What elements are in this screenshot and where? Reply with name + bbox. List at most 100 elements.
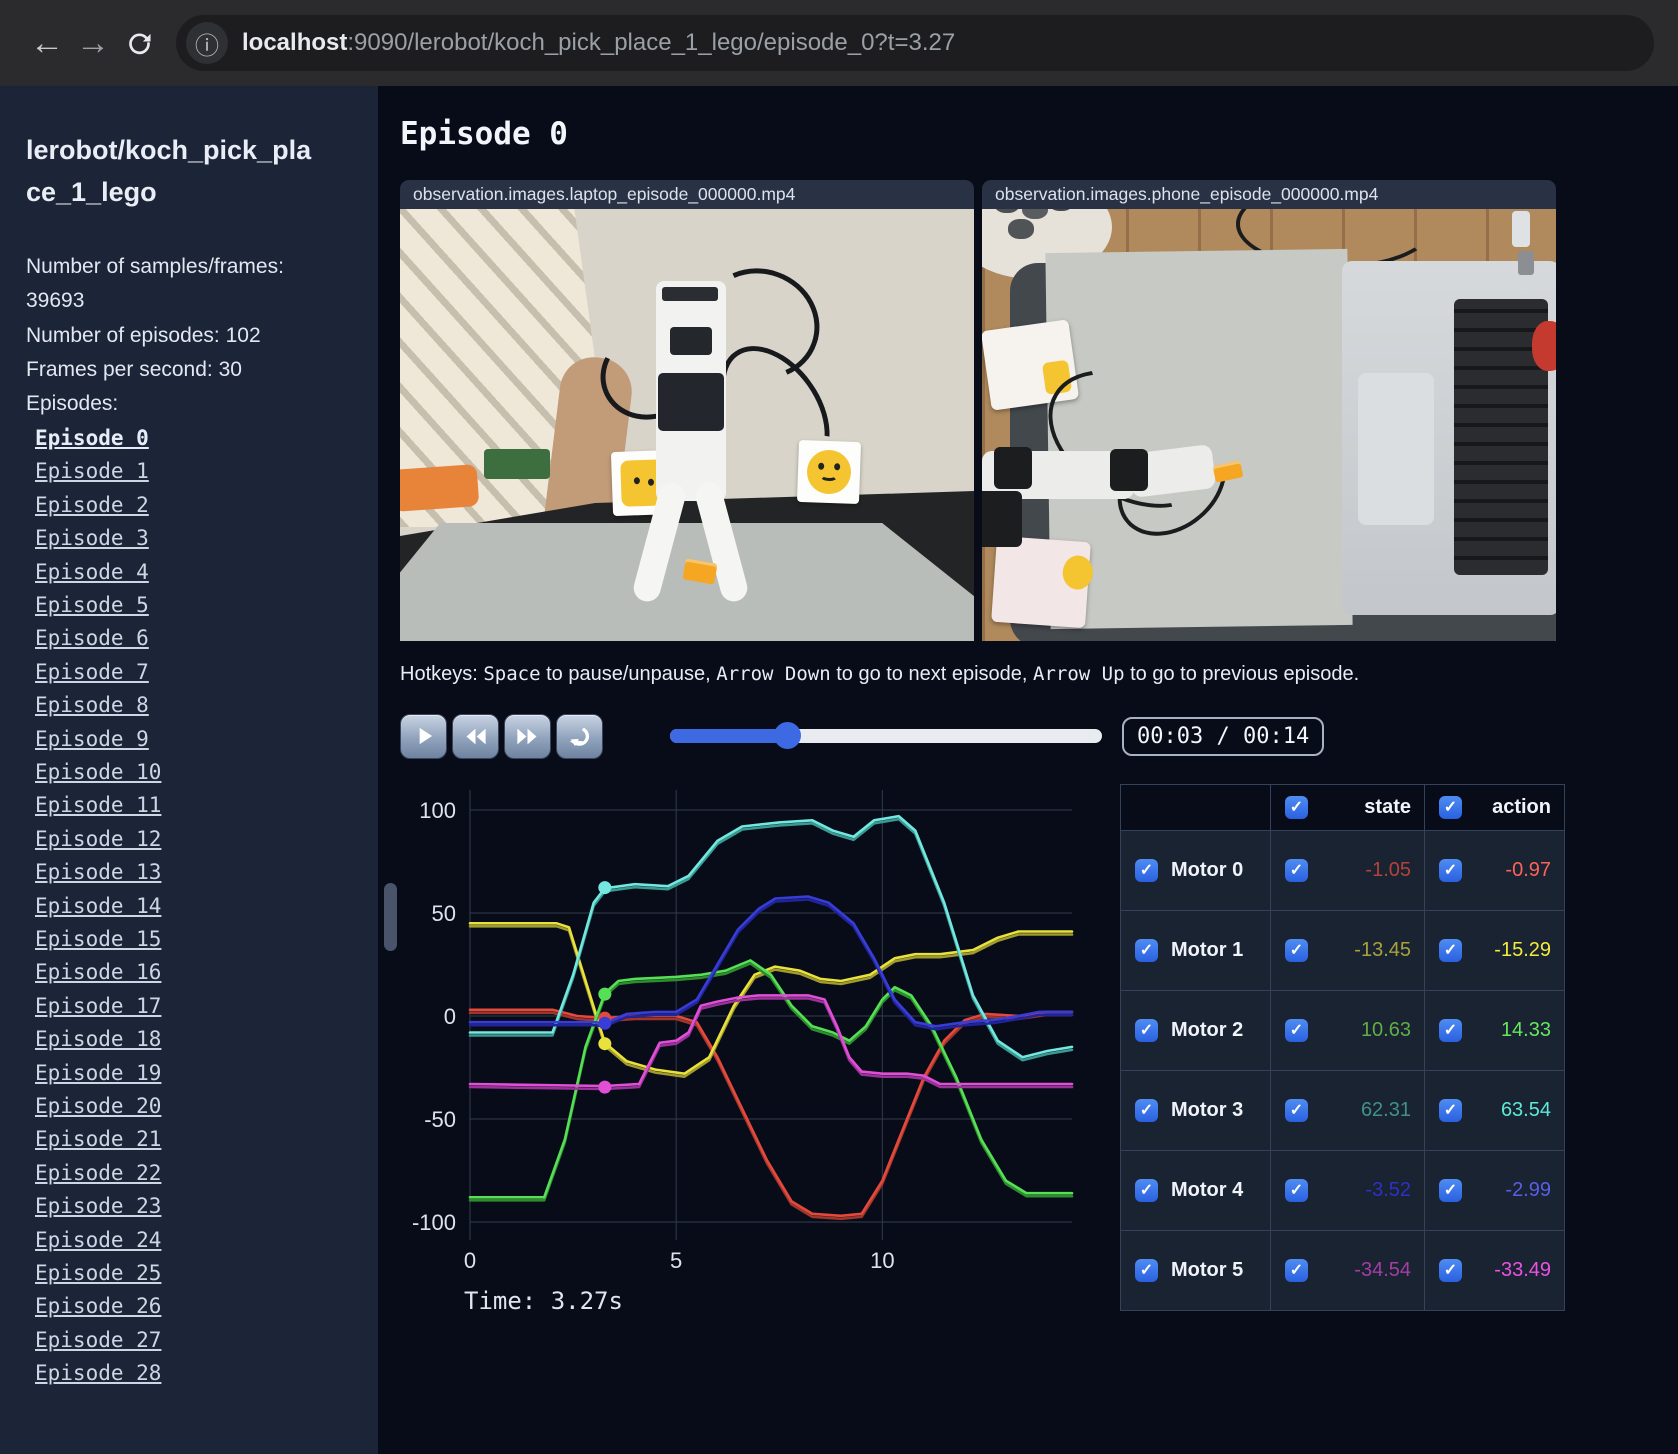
rewind-button[interactable]	[452, 713, 499, 759]
seek-slider[interactable]	[670, 722, 1102, 749]
back-button[interactable]: ←	[24, 20, 70, 66]
sidebar-episode-link[interactable]: Episode 12	[35, 826, 162, 851]
action-checkbox[interactable]	[1439, 1099, 1462, 1122]
sidebar-episode-link[interactable]: Episode 21	[35, 1127, 162, 1152]
laptop	[1342, 261, 1556, 615]
sidebar-episode-link[interactable]: Episode 17	[35, 993, 162, 1018]
sidebar-episode-link[interactable]: Episode 19	[35, 1060, 162, 1085]
sidebar-episode-link[interactable]: Episode 13	[35, 860, 162, 885]
chart-y-tick-label: -100	[412, 1210, 456, 1235]
chart-and-table: 0 5 10 100 50 0 -50 -100 Time: 3.27s state acti…	[400, 776, 1678, 1315]
sidebar-episode-link[interactable]: Episode 6	[35, 626, 149, 651]
slider-thumb[interactable]	[773, 722, 801, 749]
sidebar-episode-link[interactable]: Episode 4	[35, 559, 149, 584]
loop-button[interactable]	[556, 713, 603, 759]
samples-count: Number of samples/frames: 39693	[26, 254, 284, 313]
chart-current-time-marker	[598, 1016, 612, 1030]
motor-label-cell: Motor 1	[1120, 910, 1271, 991]
sidebar-episode-link[interactable]: Episode 14	[35, 893, 162, 918]
state-checkbox[interactable]	[1285, 1179, 1308, 1202]
fast-forward-button[interactable]	[504, 713, 551, 759]
sidebar-episode-link[interactable]: Episode 28	[35, 1361, 162, 1386]
browser-toolbar: ← → ⓘ localhost:9090/lerobot/koch_pick_p…	[0, 0, 1678, 86]
action-value: 14.33	[1500, 1019, 1551, 1041]
video-frame-laptop[interactable]	[400, 209, 974, 641]
state-value: -13.45	[1354, 939, 1411, 961]
hotkey-key: Arrow Up	[1033, 663, 1125, 685]
motor-checkbox[interactable]	[1135, 1179, 1158, 1202]
chart-y-tick-label: -50	[424, 1107, 456, 1132]
sidebar-episode-link[interactable]: Episode 1	[35, 459, 149, 484]
chart-line-action	[468, 922, 1074, 1076]
motor-row: Motor 3 62.31 63.54	[1120, 1070, 1565, 1151]
motor-checkbox[interactable]	[1135, 939, 1158, 962]
action-value: -2.99	[1505, 1179, 1551, 1201]
state-checkbox[interactable]	[1285, 1259, 1308, 1282]
chart-y-tick-label: 50	[432, 901, 456, 926]
sidebar-episode-link[interactable]: Episode 10	[35, 759, 162, 784]
state-checkbox[interactable]	[1285, 1099, 1308, 1122]
action-checkbox[interactable]	[1439, 1259, 1462, 1282]
time-display: 00:03 / 00:14	[1122, 716, 1325, 756]
motor-label-cell: Motor 5	[1120, 1230, 1271, 1311]
hotkey-text: Hotkeys:	[400, 663, 484, 685]
hotkey-text: to go to previous episode.	[1124, 663, 1360, 685]
chart-x-tick-label: 5	[670, 1248, 682, 1273]
state-column-checkbox[interactable]	[1285, 796, 1308, 819]
chart-wrap: 0 5 10 100 50 0 -50 -100 Time: 3.27s	[400, 776, 1100, 1315]
play-button[interactable]	[400, 713, 447, 759]
action-checkbox[interactable]	[1439, 939, 1462, 962]
chart-current-time-marker	[598, 1080, 612, 1094]
sidebar-episode-link[interactable]: Episode 24	[35, 1227, 162, 1252]
state-checkbox[interactable]	[1285, 859, 1308, 882]
sidebar-episode-link[interactable]: Episode 23	[35, 1194, 162, 1219]
sidebar-episode-link[interactable]: Episode 11	[35, 793, 162, 818]
sidebar-episode-link[interactable]: Episode 7	[35, 659, 149, 684]
motor-checkbox[interactable]	[1135, 859, 1158, 882]
forward-button[interactable]: →	[70, 20, 116, 66]
sidebar-episode-link[interactable]: Episode 3	[35, 526, 149, 551]
motor-row: Motor 0 -1.05 -0.97	[1120, 830, 1565, 911]
sidebar-episode-link[interactable]: Episode 15	[35, 926, 162, 951]
sidebar-episode-link[interactable]: Episode 27	[35, 1327, 162, 1352]
scrollbar-thumb[interactable]	[384, 883, 397, 951]
motor-action-cell: -33.49	[1424, 1230, 1565, 1311]
sidebar-episode-link[interactable]: Episode 26	[35, 1294, 162, 1319]
motor-checkbox[interactable]	[1135, 1259, 1158, 1282]
motor-state-cell: -13.45	[1270, 910, 1425, 991]
site-info-icon[interactable]: ⓘ	[186, 22, 228, 64]
red-object	[1532, 321, 1556, 371]
video-frame-phone[interactable]	[982, 209, 1556, 641]
chart-y-tick-label: 0	[444, 1004, 456, 1029]
sidebar-episode-link[interactable]: Episode 5	[35, 592, 149, 617]
motor-checkbox[interactable]	[1135, 1099, 1158, 1122]
state-checkbox[interactable]	[1285, 939, 1308, 962]
sidebar-episode-link[interactable]: Episode 16	[35, 960, 162, 985]
sidebar-episode-link[interactable]: Episode 18	[35, 1027, 162, 1052]
sidebar-episode-link[interactable]: Episode 20	[35, 1094, 162, 1118]
action-checkbox[interactable]	[1439, 859, 1462, 882]
sidebar-episode-link[interactable]: Episode 2	[35, 492, 149, 517]
reload-icon	[128, 32, 151, 54]
chart-line-action	[468, 814, 1074, 1059]
reload-button[interactable]	[116, 20, 162, 66]
action-checkbox[interactable]	[1439, 1019, 1462, 1042]
sidebar: lerobot/koch_pick_place_1_lego Number of…	[0, 86, 378, 1454]
sidebar-episode-link[interactable]: Episode 0	[35, 425, 149, 450]
motor-action-cell: -15.29	[1424, 910, 1565, 991]
sidebar-episode-link[interactable]: Episode 9	[35, 726, 149, 751]
motor-checkbox[interactable]	[1135, 1019, 1158, 1042]
state-checkbox[interactable]	[1285, 1019, 1308, 1042]
motor-row: Motor 1 -13.45 -15.29	[1120, 910, 1565, 991]
sidebar-episode-link[interactable]: Episode 25	[35, 1261, 162, 1286]
player-controls: 00:03 / 00:14	[400, 712, 1678, 760]
action-checkbox[interactable]	[1439, 1179, 1462, 1202]
motor-label-cell: Motor 3	[1120, 1070, 1271, 1151]
motor-state-cell: 10.63	[1270, 990, 1425, 1071]
sidebar-episode-link[interactable]: Episode 22	[35, 1160, 162, 1185]
sidebar-episode-link[interactable]: Episode 8	[35, 693, 149, 718]
motor-action-cell: -0.97	[1424, 830, 1565, 911]
address-bar[interactable]: ⓘ localhost:9090/lerobot/koch_pick_place…	[176, 15, 1654, 71]
action-column-checkbox[interactable]	[1439, 796, 1462, 819]
loop-icon	[569, 727, 590, 746]
